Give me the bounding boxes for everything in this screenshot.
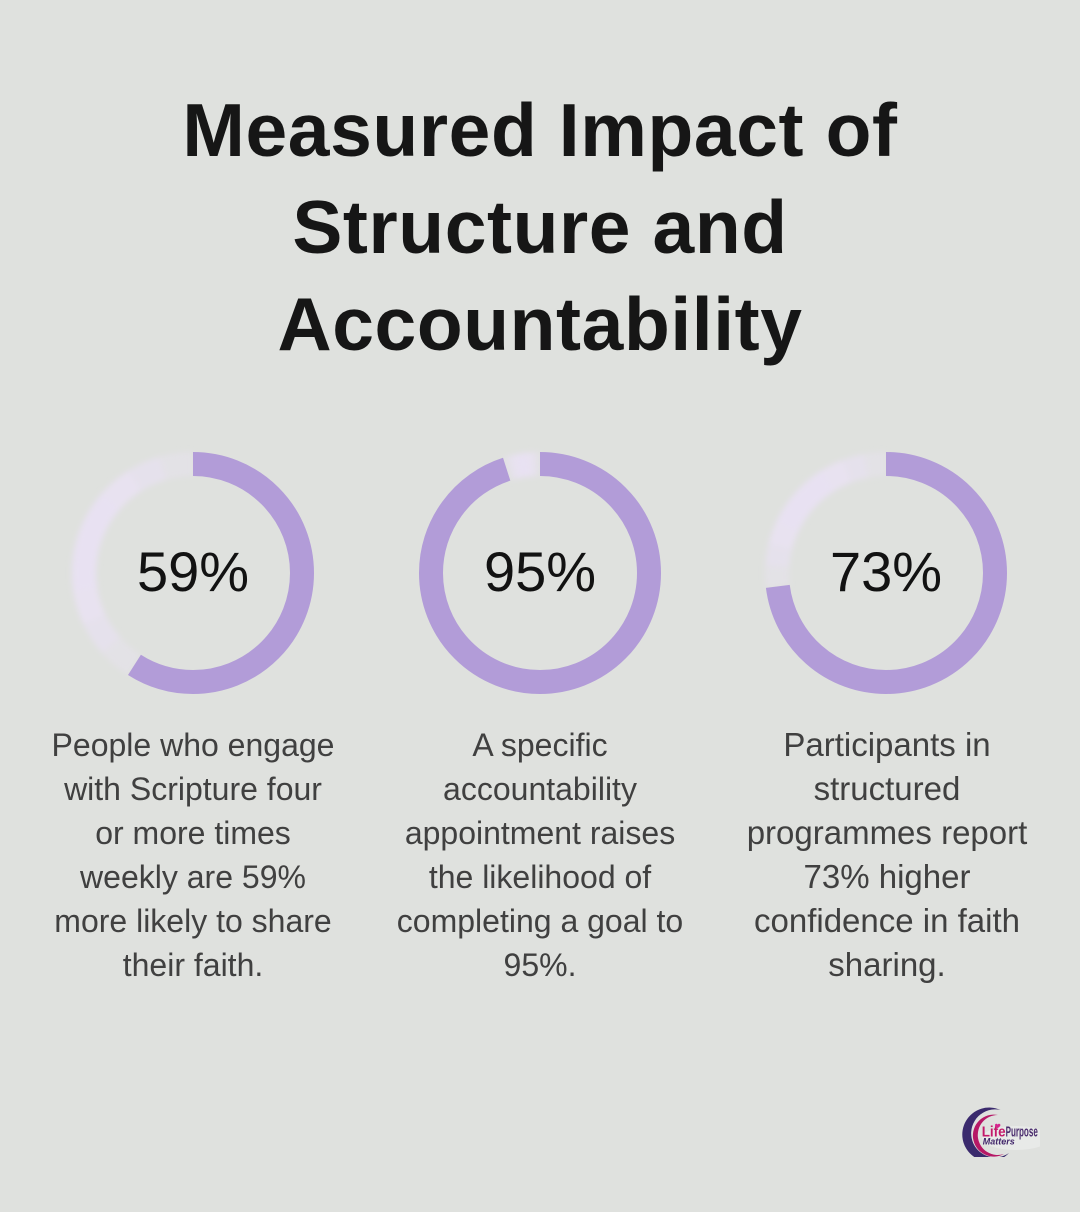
svg-text:Purpose: Purpose (1006, 1125, 1038, 1141)
svg-text:Life: Life (982, 1125, 1006, 1141)
svg-text:Matters: Matters (983, 1136, 1015, 1147)
